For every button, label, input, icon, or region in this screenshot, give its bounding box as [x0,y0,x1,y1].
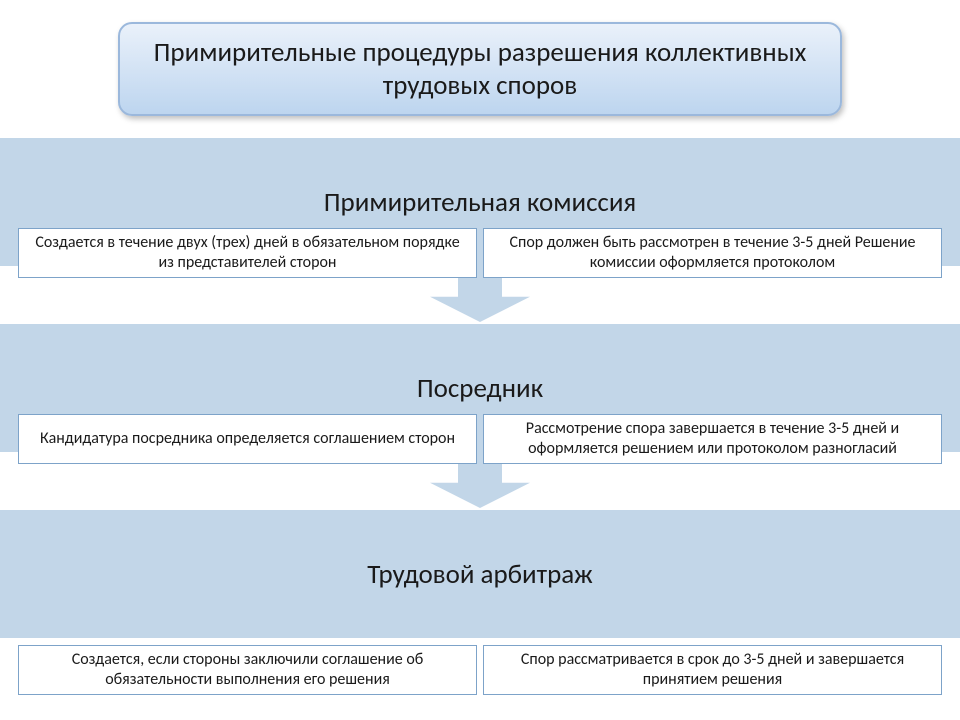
stage-1-detail-right-text: Спор должен быть рассмотрен в течение 3-… [496,233,929,273]
stage-3-detail-right: Спор рассматривается в срок до 3-5 дней … [483,645,942,695]
stage-2-detail-right: Рассмотрение спора завершается в течение… [483,414,942,464]
stage-3-detail-right-text: Спор рассматривается в срок до 3-5 дней … [496,650,929,690]
stage-3-details: Создается, если стороны заключили соглаш… [18,645,942,695]
stage-1-detail-right: Спор должен быть рассмотрен в течение 3-… [483,228,942,278]
stage-3-detail-left-text: Создается, если стороны заключили соглаш… [31,650,464,690]
stage-3-detail-left: Создается, если стороны заключили соглаш… [18,645,477,695]
diagram-title-text: Примирительные процедуры разрешения колл… [150,36,810,102]
stage-1-detail-left-text: Создается в течение двух (трех) дней в о… [31,233,464,273]
stage-2-label: Посредник [417,372,543,405]
stage-1-details: Создается в течение двух (трех) дней в о… [18,228,942,278]
stage-2-details: Кандидатура посредника определяется согл… [18,414,942,464]
stage-3-block: Трудовой арбитраж [0,510,960,638]
stage-1-detail-left: Создается в течение двух (трех) дней в о… [18,228,477,278]
stage-1-label: Примирительная комиссия [324,186,636,219]
diagram-title: Примирительные процедуры разрешения колл… [118,22,842,116]
stage-2-detail-left-text: Кандидатура посредника определяется согл… [40,429,455,449]
stage-3-label: Трудовой арбитраж [367,558,593,591]
stage-2-detail-right-text: Рассмотрение спора завершается в течение… [496,419,929,459]
stage-2-detail-left: Кандидатура посредника определяется согл… [18,414,477,464]
